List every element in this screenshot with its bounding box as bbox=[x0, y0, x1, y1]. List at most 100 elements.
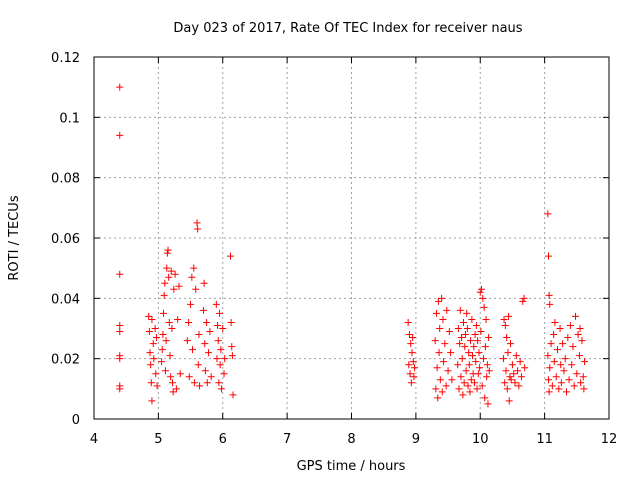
data-point bbox=[441, 340, 449, 348]
data-point bbox=[481, 343, 489, 351]
data-point bbox=[503, 334, 511, 342]
data-point bbox=[547, 340, 555, 348]
y-tick-label: 0.12 bbox=[51, 51, 80, 66]
data-point bbox=[520, 294, 528, 302]
y-tick-labels: 0 0.02 0.04 0.06 0.08 0.1 0.12 bbox=[51, 51, 80, 428]
data-point bbox=[545, 291, 553, 299]
data-point bbox=[559, 340, 567, 348]
data-point bbox=[550, 358, 558, 366]
data-point bbox=[469, 352, 477, 360]
data-point bbox=[555, 385, 563, 393]
data-point bbox=[517, 373, 525, 381]
data-point bbox=[167, 267, 175, 275]
data-point bbox=[570, 382, 578, 390]
x-tick-label: 12 bbox=[601, 432, 618, 447]
data-point bbox=[168, 325, 176, 332]
data-point bbox=[438, 388, 446, 396]
data-point bbox=[409, 358, 417, 366]
data-point bbox=[470, 379, 478, 387]
data-point bbox=[565, 376, 573, 384]
data-point bbox=[199, 306, 207, 314]
data-point bbox=[203, 379, 211, 387]
data-point bbox=[185, 373, 193, 381]
data-point bbox=[194, 361, 202, 369]
data-point bbox=[116, 385, 124, 393]
data-point bbox=[176, 370, 184, 378]
data-point bbox=[201, 367, 209, 375]
data-point bbox=[151, 325, 159, 332]
data-point bbox=[478, 382, 486, 390]
data-point bbox=[159, 331, 167, 339]
data-point bbox=[160, 309, 168, 317]
data-point bbox=[229, 391, 237, 399]
data-point bbox=[152, 370, 160, 378]
data-point bbox=[227, 318, 235, 326]
data-point bbox=[461, 331, 469, 339]
data-point bbox=[556, 325, 564, 332]
x-tick-label: 11 bbox=[536, 432, 553, 447]
data-point bbox=[472, 321, 480, 329]
data-point bbox=[544, 252, 552, 260]
data-point bbox=[169, 388, 177, 396]
y-tick-label: 0.02 bbox=[51, 353, 80, 368]
data-point bbox=[545, 388, 553, 396]
data-point bbox=[581, 358, 589, 366]
x-tick-label: 4 bbox=[90, 432, 98, 447]
data-point bbox=[436, 376, 444, 384]
data-point bbox=[201, 340, 209, 348]
data-point bbox=[407, 340, 415, 348]
data-point bbox=[228, 343, 236, 351]
data-point bbox=[564, 334, 572, 342]
data-point bbox=[439, 315, 447, 323]
data-point bbox=[466, 388, 474, 396]
data-point bbox=[551, 318, 559, 326]
data-point bbox=[404, 318, 412, 326]
data-point bbox=[408, 349, 416, 357]
data-point bbox=[190, 264, 198, 272]
data-point bbox=[187, 300, 195, 308]
data-point bbox=[410, 373, 418, 381]
data-point bbox=[216, 309, 224, 317]
y-axis-label: ROTI / TECUs bbox=[7, 195, 22, 280]
data-point bbox=[577, 379, 585, 387]
data-point bbox=[504, 349, 512, 357]
data-point bbox=[148, 397, 156, 405]
data-point bbox=[472, 358, 480, 366]
data-point bbox=[467, 376, 475, 384]
data-point bbox=[217, 346, 225, 354]
data-point bbox=[460, 318, 468, 326]
data-point bbox=[165, 273, 173, 281]
y-tick-label: 0.04 bbox=[51, 292, 80, 307]
y-tick-label: 0.08 bbox=[51, 172, 80, 187]
data-point bbox=[164, 246, 172, 254]
data-point bbox=[505, 397, 513, 405]
data-point bbox=[217, 385, 225, 393]
data-point bbox=[432, 309, 440, 317]
data-point bbox=[557, 361, 565, 369]
data-point bbox=[220, 370, 228, 378]
data-point bbox=[512, 352, 520, 360]
data-point bbox=[192, 285, 200, 293]
data-point bbox=[185, 318, 193, 326]
data-point bbox=[456, 306, 464, 314]
data-point bbox=[461, 343, 469, 351]
data-point bbox=[474, 370, 482, 378]
data-point bbox=[464, 382, 472, 390]
data-point bbox=[442, 382, 450, 390]
data-point bbox=[516, 358, 524, 366]
data-point bbox=[116, 83, 124, 91]
data-point bbox=[463, 309, 471, 317]
data-point bbox=[172, 385, 180, 393]
data-point bbox=[544, 376, 552, 384]
data-point bbox=[574, 331, 582, 339]
data-point bbox=[500, 315, 508, 323]
data-point bbox=[568, 361, 576, 369]
data-point bbox=[448, 376, 456, 384]
data-point bbox=[407, 379, 415, 387]
data-point bbox=[116, 355, 124, 363]
x-tick-label: 8 bbox=[347, 432, 355, 447]
data-point bbox=[443, 306, 451, 314]
data-point bbox=[438, 294, 446, 302]
data-point bbox=[434, 297, 442, 305]
